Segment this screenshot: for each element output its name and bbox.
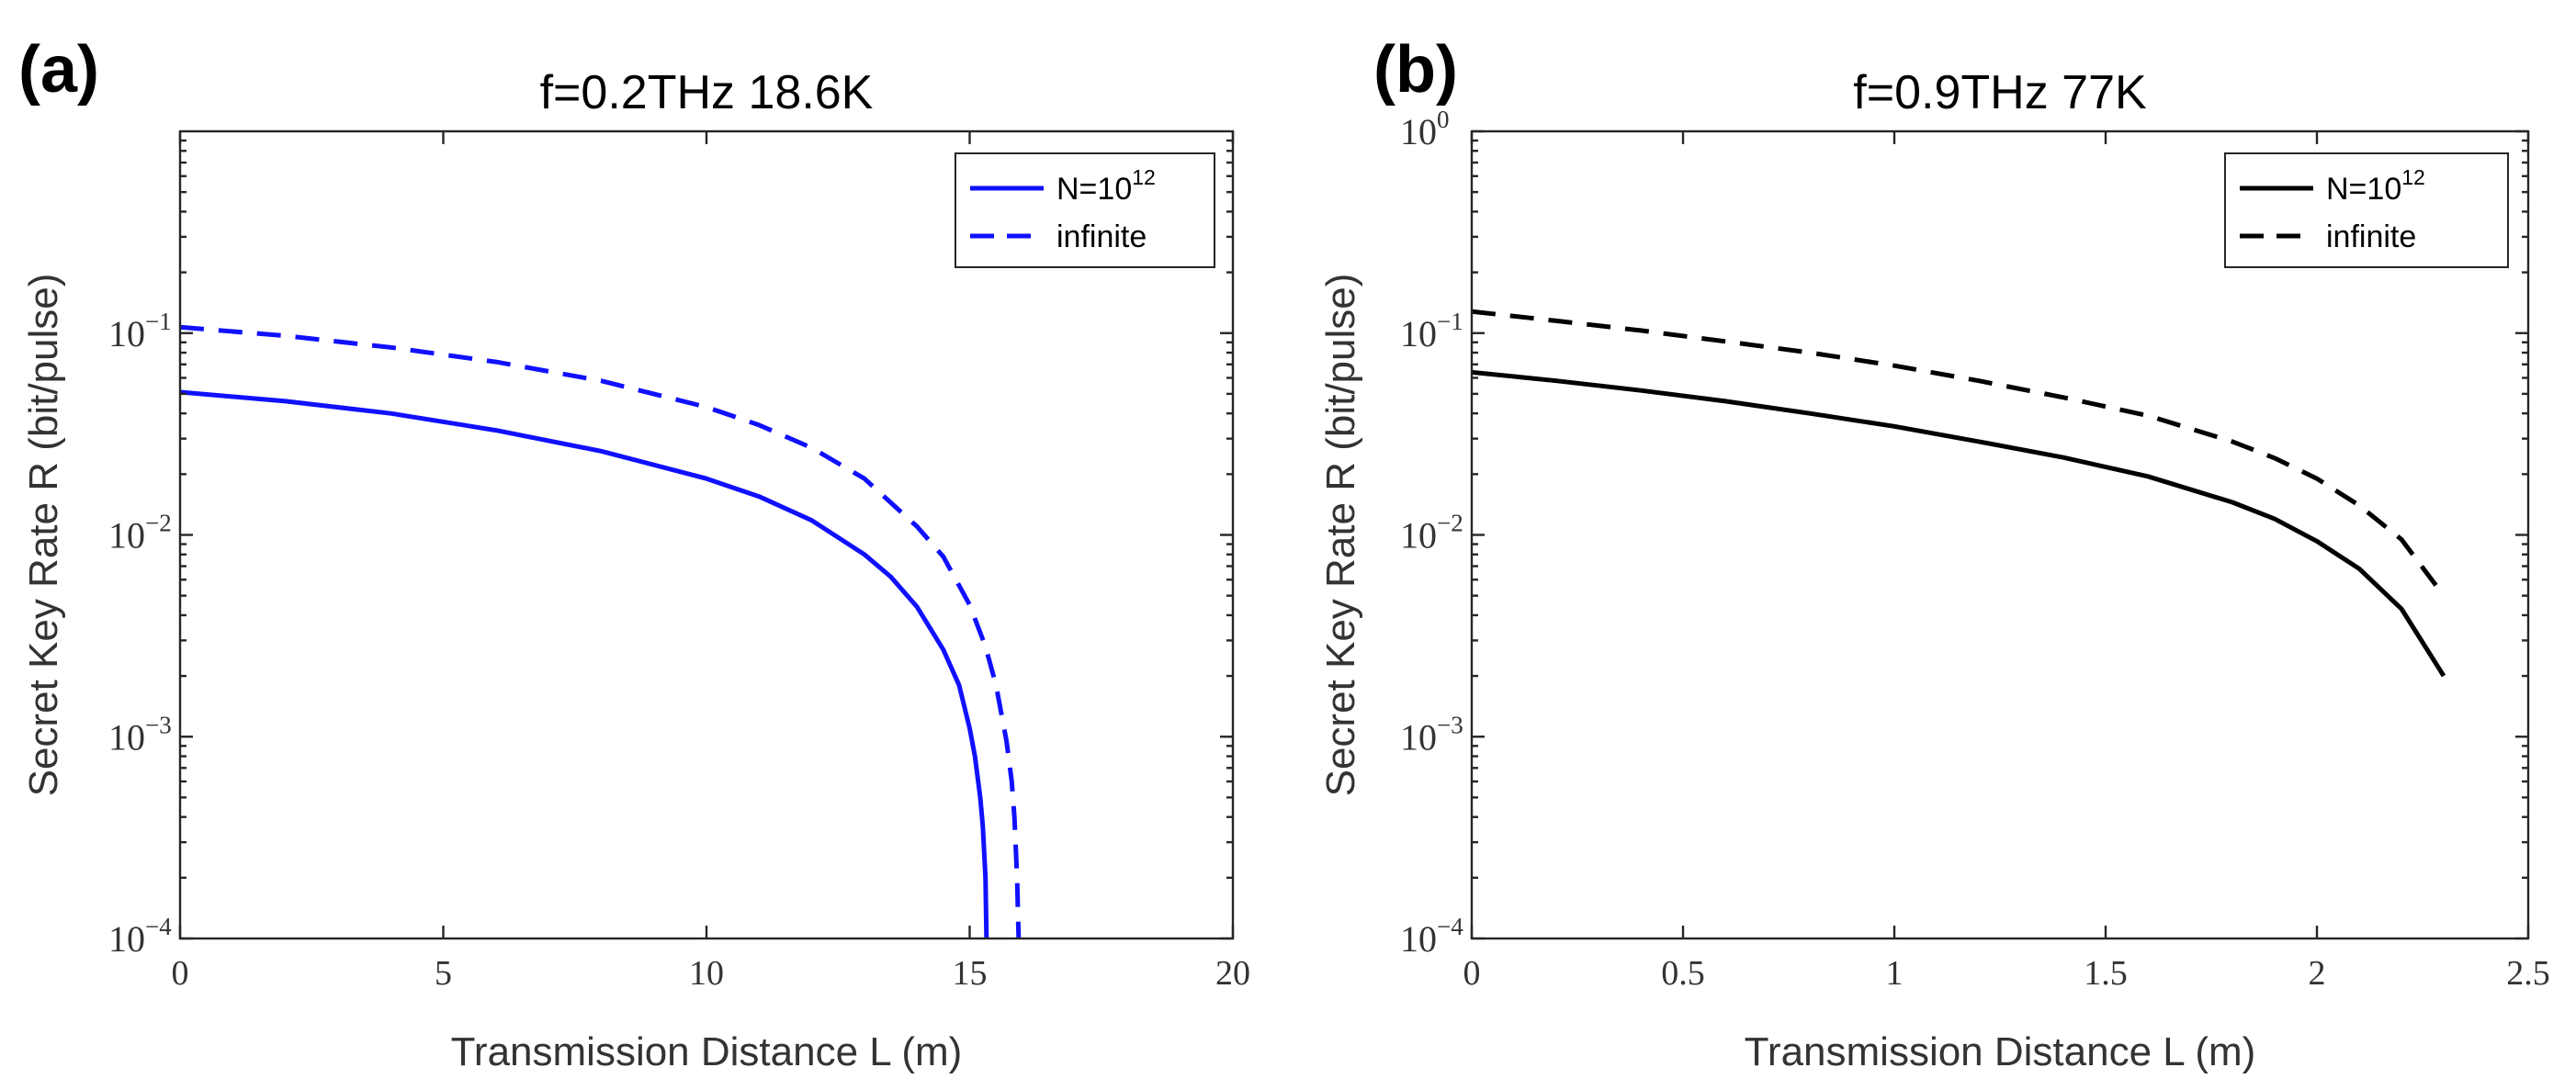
x-tick-label: 10 — [689, 954, 724, 993]
y-tick-label: 10−3 — [1400, 711, 1463, 758]
legend: N=1012 infinite — [2224, 152, 2509, 268]
panel-a: (a) f=0.2THz 18.6K0 5 10 15 2010−410−310−210−… — [18, 33, 1250, 1074]
x-tick-label: 5 — [435, 954, 452, 993]
legend-box — [955, 152, 1215, 268]
legend-label-superscript: 12 — [1132, 165, 1156, 189]
x-tick-label: 2.5 — [2506, 954, 2550, 993]
y-tick-base: 10 — [108, 313, 145, 354]
legend-label: infinite — [1056, 219, 1147, 254]
x-tick-label: 2 — [2309, 954, 2326, 993]
panel-letter: (b) — [1373, 33, 1458, 107]
y-tick-base: 10 — [1400, 313, 1437, 354]
y-tick-base: 10 — [1400, 716, 1437, 758]
y-tick-base: 10 — [1400, 918, 1437, 960]
chart-title: f=0.9THz 77K — [1853, 66, 2147, 119]
legend-box — [2224, 152, 2509, 268]
series-group — [1472, 309, 2446, 678]
legend-label: N=1012 — [2326, 165, 2425, 207]
legend-label-superscript: 12 — [2401, 165, 2425, 189]
y-tick-base: 10 — [108, 515, 145, 556]
series-line-infinite — [1472, 309, 2446, 598]
y-tick-exponent: −3 — [145, 711, 172, 738]
y-tick-exponent: −2 — [145, 510, 172, 537]
x-tick-label: 15 — [953, 954, 988, 993]
legend-label: infinite — [2326, 219, 2416, 254]
y-tick-exponent: −3 — [1437, 711, 1463, 738]
x-tick-label: 1 — [1886, 954, 1904, 993]
series-line-finite — [1472, 369, 2446, 678]
y-tick-exponent: −4 — [145, 913, 172, 940]
series-group — [180, 324, 1022, 938]
y-tick-label: 10−4 — [1400, 913, 1463, 960]
y-tick-base: 10 — [108, 918, 145, 960]
chart-title: f=0.2THz 18.6K — [540, 66, 874, 119]
y-axis-label: Secret Key Rate R (bit/pulse) — [21, 274, 66, 797]
x-axis-label: Transmission Distance L (m) — [451, 1029, 963, 1074]
y-tick-base: 10 — [1400, 515, 1437, 556]
y-tick-label: 100 — [1400, 106, 1450, 152]
legend-label: N=1012 — [1056, 165, 1156, 207]
legend-label-text: N=10 — [1056, 172, 1132, 207]
y-tick-exponent: −1 — [145, 308, 172, 335]
y-tick-exponent: −4 — [1437, 913, 1463, 940]
y-tick-base: 10 — [108, 716, 145, 758]
x-tick-label: 20 — [1215, 954, 1250, 993]
y-tick-exponent: −1 — [1437, 308, 1463, 335]
y-tick-label: 10−2 — [108, 510, 172, 556]
legend: N=1012 infinite — [955, 152, 1215, 268]
panel-letter: (a) — [18, 33, 99, 107]
y-tick-exponent: −2 — [1437, 510, 1463, 537]
y-tick-base: 10 — [1400, 111, 1437, 152]
legend-label-text: infinite — [1056, 219, 1147, 254]
y-tick-exponent: 0 — [1437, 106, 1450, 133]
legend-label-text: infinite — [2326, 219, 2416, 254]
y-tick-label: 10−2 — [1400, 510, 1463, 556]
legend-label-text: N=10 — [2326, 172, 2401, 207]
y-tick-label: 10−1 — [1400, 308, 1463, 354]
x-tick-label: 0 — [172, 954, 189, 993]
x-tick-label: 0 — [1463, 954, 1481, 993]
series-line-finite — [180, 389, 989, 938]
x-tick-label: 1.5 — [2084, 954, 2128, 993]
series-line-infinite — [180, 324, 1022, 938]
y-tick-label: 10−4 — [108, 913, 172, 960]
y-axis-label: Secret Key Rate R (bit/pulse) — [1318, 274, 1363, 797]
y-tick-label: 10−3 — [108, 711, 172, 758]
x-axis-label: Transmission Distance L (m) — [1745, 1029, 2256, 1074]
x-tick-label: 0.5 — [1661, 954, 1705, 993]
y-tick-label: 10−1 — [108, 308, 172, 354]
